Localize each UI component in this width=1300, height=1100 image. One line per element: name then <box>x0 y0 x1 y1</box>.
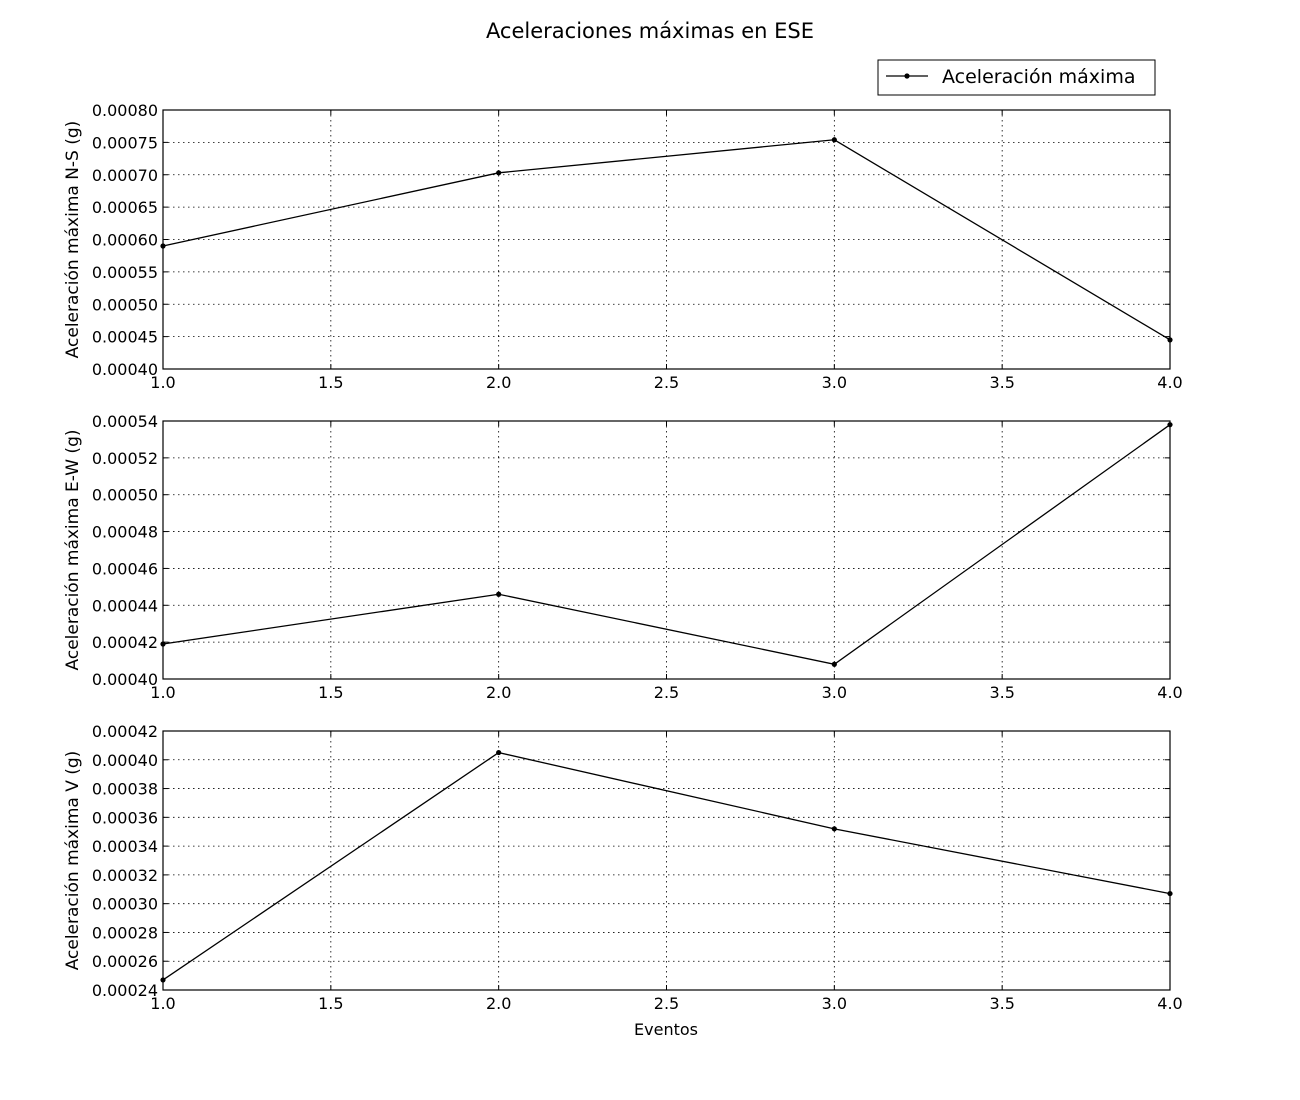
data-point <box>496 591 502 597</box>
subplot-3: 1.0 1.5 2.0 2.5 3.0 3.5 4.0 0.00024 0.00026 0.000… <box>63 722 1183 1013</box>
x-tick-label: 4.0 <box>1157 373 1182 392</box>
y-tick-label: 0.00046 <box>92 559 158 578</box>
y-tick-label: 0.00050 <box>92 486 158 505</box>
x-axis-label: Eventos <box>634 1020 698 1039</box>
y-tick-label: 0.00034 <box>92 837 158 856</box>
y-tick-label: 0.00050 <box>92 295 158 314</box>
series-line <box>162 139 1171 341</box>
axes-frame <box>162 730 1171 991</box>
x-tick-label: 1.5 <box>318 683 343 702</box>
y-tick-label: 0.00052 <box>92 449 158 468</box>
y-tick-label: 0.00038 <box>92 780 158 799</box>
data-point <box>1167 890 1173 897</box>
y-axis-label: Aceleración máxima E-W (g) <box>63 430 83 671</box>
legend-label: Aceleración máxima <box>942 66 1135 88</box>
y-tick-label: 0.00040 <box>92 670 158 689</box>
chart-title: Aceleraciones máximas en ESE <box>486 19 814 43</box>
y-tick-label: 0.00036 <box>92 808 158 827</box>
y-tick-label: 0.00065 <box>92 198 158 217</box>
y-tick-label: 0.00024 <box>92 981 158 1000</box>
x-tick-label: 3.0 <box>822 994 847 1013</box>
subplot-2: 1.0 1.5 2.0 2.5 3.0 3.5 4.0 0.00040 0.00042 0.000… <box>63 412 1183 702</box>
x-tick-label: 1.5 <box>318 373 343 392</box>
y-axis-label: Aceleración máxima V (g) <box>63 751 83 971</box>
data-point <box>160 977 166 983</box>
subplot-1: 1.0 1.5 2.0 2.5 3.0 3.5 4.0 0.00040 0.00045 0.000… <box>63 101 1183 392</box>
y-tick-label: 0.00048 <box>92 523 158 542</box>
x-tick-label: 2.5 <box>654 683 679 702</box>
y-axis-label: Aceleración máxima N-S (g) <box>63 121 83 359</box>
y-tick-label: 0.00030 <box>92 895 158 914</box>
x-tick-label: 2.0 <box>486 373 511 392</box>
series-line <box>162 751 1171 981</box>
y-tick-label: 0.00060 <box>92 231 158 250</box>
data-point <box>160 641 166 647</box>
x-tick-label: 3.0 <box>822 373 847 392</box>
y-tick-label: 0.00042 <box>92 722 158 741</box>
x-tick-label: 1.0 <box>150 683 175 702</box>
x-tick-label: 4.0 <box>1157 683 1182 702</box>
x-tick-label: 3.5 <box>989 683 1014 702</box>
data-point <box>160 243 166 249</box>
x-tick-label: 2.0 <box>486 683 511 702</box>
y-tick-label: 0.00032 <box>92 866 158 885</box>
x-tick-label: 2.0 <box>486 994 511 1013</box>
axes-frame <box>162 109 1171 370</box>
x-tick-label: 3.5 <box>989 373 1014 392</box>
data-point <box>1167 422 1173 428</box>
x-tick-label: 4.0 <box>1157 994 1182 1013</box>
data-point <box>496 749 502 756</box>
legend-marker-swatch <box>904 73 910 79</box>
data-point <box>831 826 837 832</box>
x-tick-label: 1.0 <box>150 994 175 1013</box>
y-tick-label: 0.00044 <box>92 596 158 615</box>
y-tick-label: 0.00040 <box>92 360 158 379</box>
x-tick-label: 2.5 <box>654 994 679 1013</box>
x-tick-label: 1.0 <box>150 373 175 392</box>
y-tick-label: 0.00040 <box>92 751 158 770</box>
axes-frame <box>162 420 1171 680</box>
y-tick-label: 0.00028 <box>92 923 158 942</box>
y-tick-label: 0.00075 <box>92 133 158 152</box>
subplots: 1.0 1.5 2.0 2.5 3.0 3.5 4.0 0.00040 0.00045 0.000… <box>63 101 1183 1013</box>
x-tick-label: 3.5 <box>989 994 1014 1013</box>
series-line <box>162 424 1171 665</box>
x-tick-label: 2.5 <box>654 373 679 392</box>
data-point <box>1167 337 1173 343</box>
data-point <box>831 661 837 667</box>
y-tick-label: 0.00026 <box>92 952 158 971</box>
legend: Aceleración máxima <box>877 59 1156 96</box>
data-point <box>496 170 502 176</box>
y-tick-label: 0.00042 <box>92 633 158 652</box>
y-tick-label: 0.00070 <box>92 166 158 185</box>
y-tick-label: 0.00055 <box>92 263 158 282</box>
x-tick-label: 3.0 <box>822 683 847 702</box>
y-tick-label: 0.00054 <box>92 412 158 431</box>
x-tick-label: 1.5 <box>318 994 343 1013</box>
legend-box <box>877 59 1156 96</box>
data-point <box>831 137 837 143</box>
y-tick-label: 0.00045 <box>92 328 158 347</box>
y-tick-label: 0.00080 <box>92 101 158 120</box>
